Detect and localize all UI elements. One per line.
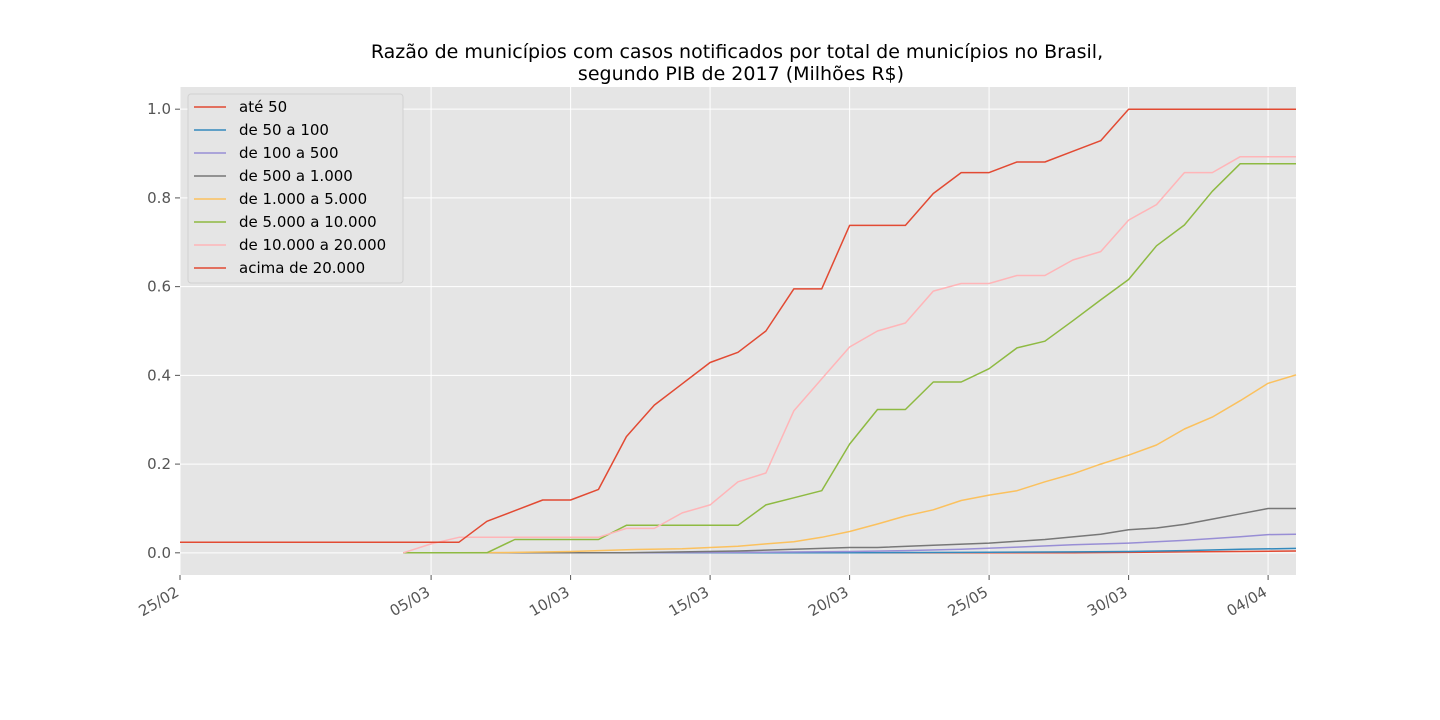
x-tick-label: 10/03 xyxy=(526,583,572,620)
legend-label: até 50 xyxy=(239,98,287,116)
legend: até 50 de 50 a 100 de 100 a 500 de 500 a 1.… xyxy=(187,93,404,284)
y-tick-label: 0.2 xyxy=(147,455,171,473)
legend-label: acima de 20.000 xyxy=(239,259,365,277)
y-tick-label: 0.4 xyxy=(147,366,171,384)
y-tick-label: 1.0 xyxy=(147,100,171,118)
x-tick-label: 15/03 xyxy=(666,583,712,620)
chart-subtitle: segundo PIB de 2017 (Milhões R$) xyxy=(578,63,904,85)
x-tick-label: 25/02 xyxy=(136,583,182,620)
series-line-5 xyxy=(403,374,1297,554)
legend-label: de 1.000 a 5.000 xyxy=(239,190,367,208)
chart-title: Razão de municípios com casos notificado… xyxy=(371,41,1103,63)
legend-label: de 500 a 1.000 xyxy=(239,167,353,185)
series-line-6 xyxy=(403,162,1296,554)
legend-label: de 100 a 500 xyxy=(239,144,339,162)
series-line-8 xyxy=(180,108,1296,543)
series-line-4 xyxy=(403,507,1296,554)
legend-label: de 5.000 a 10.000 xyxy=(239,213,377,231)
y-tick-label: 0.6 xyxy=(147,278,171,296)
series-line-7 xyxy=(402,155,1296,554)
legend-box xyxy=(187,93,404,284)
legend-label: de 10.000 a 20.000 xyxy=(239,236,386,254)
y-tick-label: 0.8 xyxy=(147,189,171,207)
x-tick-label: 05/03 xyxy=(387,583,433,620)
series-lines xyxy=(180,108,1297,554)
x-tick-label: 30/03 xyxy=(1084,583,1130,620)
x-tick-label: 04/04 xyxy=(1224,583,1270,620)
legend-label: de 50 a 100 xyxy=(239,121,329,139)
x-tick-label: 25/05 xyxy=(945,583,991,620)
x-tick-label: 20/03 xyxy=(805,583,851,620)
y-tick-label: 0.0 xyxy=(147,544,171,562)
grid-lines xyxy=(179,87,1296,575)
